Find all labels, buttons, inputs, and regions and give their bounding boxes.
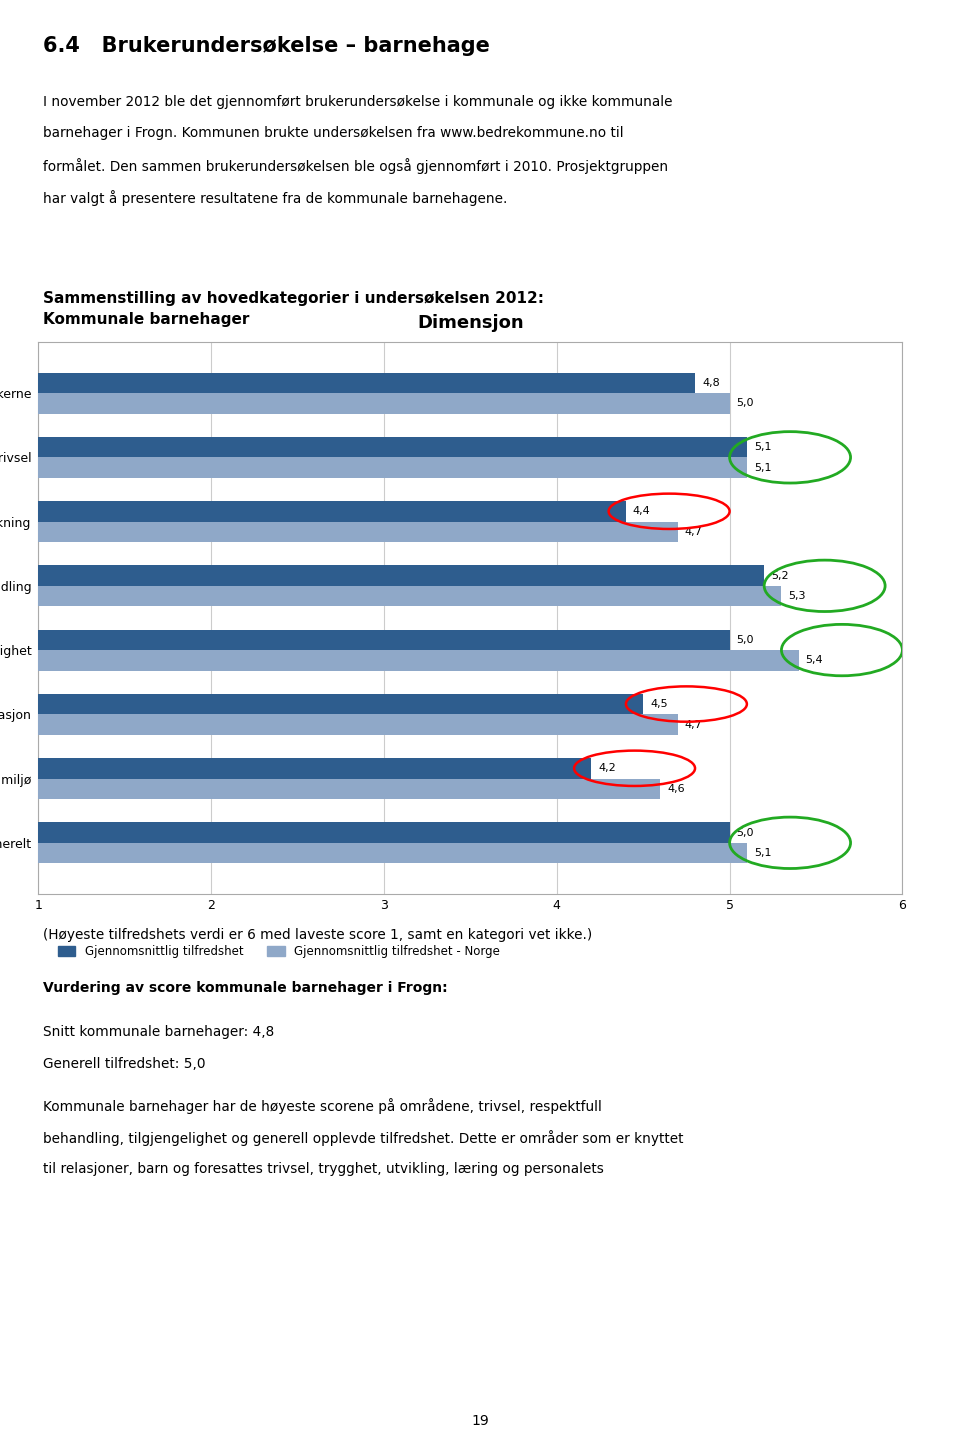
Bar <box>0 393 730 413</box>
Text: Vurdering av score kommunale barnehager i Frogn:: Vurdering av score kommunale barnehager … <box>43 981 447 996</box>
Bar <box>0 522 678 542</box>
Text: Generell tilfredshet: 5,0: Generell tilfredshet: 5,0 <box>43 1057 205 1072</box>
Text: 4,6: 4,6 <box>667 784 685 794</box>
Text: 4,5: 4,5 <box>650 699 668 710</box>
Text: 4,4: 4,4 <box>633 506 651 516</box>
Text: 19: 19 <box>471 1413 489 1428</box>
Text: formålet. Den sammen brukerundersøkelsen ble også gjennomført i 2010. Prosjektgr: formålet. Den sammen brukerundersøkelsen… <box>43 158 668 174</box>
Bar <box>0 458 747 478</box>
Bar <box>0 714 678 734</box>
Bar <box>0 650 799 670</box>
Bar <box>0 778 660 800</box>
Text: 5,0: 5,0 <box>736 635 754 644</box>
Text: 5,2: 5,2 <box>771 570 789 580</box>
Text: 5,1: 5,1 <box>754 848 771 858</box>
Title: Dimensjon: Dimensjon <box>417 314 524 332</box>
Bar <box>0 630 730 650</box>
Bar <box>0 502 626 522</box>
Text: 4,7: 4,7 <box>684 720 703 730</box>
Text: 5,0: 5,0 <box>736 827 754 838</box>
Text: (Høyeste tilfredshets verdi er 6 med laveste score 1, samt en kategori vet ikke.: (Høyeste tilfredshets verdi er 6 med lav… <box>43 928 592 942</box>
Bar <box>0 823 730 843</box>
Bar <box>0 436 747 458</box>
Text: 5,3: 5,3 <box>788 592 805 601</box>
Text: 4,2: 4,2 <box>598 763 616 774</box>
Text: har valgt å presentere resultatene fra de kommunale barnehagene.: har valgt å presentere resultatene fra d… <box>43 190 508 206</box>
Text: behandling, tilgjengelighet og generell opplevde tilfredshet. Dette er områder s: behandling, tilgjengelighet og generell … <box>43 1130 684 1146</box>
Text: 4,8: 4,8 <box>702 378 720 388</box>
Text: 5,4: 5,4 <box>805 656 824 666</box>
Text: I november 2012 ble det gjennomført brukerundersøkelse i kommunale og ikke kommu: I november 2012 ble det gjennomført bruk… <box>43 95 673 109</box>
Text: Kommunale barnehager har de høyeste scorene på områdene, trivsel, respektfull: Kommunale barnehager har de høyeste scor… <box>43 1098 602 1114</box>
Text: 5,1: 5,1 <box>754 462 771 473</box>
Text: til relasjoner, barn og foresattes trivsel, trygghet, utvikling, læring og perso: til relasjoner, barn og foresattes trivs… <box>43 1162 604 1176</box>
Bar <box>0 566 764 586</box>
Text: Sammenstilling av hovedkategorier i undersøkelsen 2012:
Kommunale barnehager: Sammenstilling av hovedkategorier i unde… <box>43 291 544 327</box>
Text: 6.4   Brukerundersøkelse – barnehage: 6.4 Brukerundersøkelse – barnehage <box>43 36 490 57</box>
Legend: Gjennomsnittlig tilfredshet, Gjennomsnittlig tilfredshet - Norge: Gjennomsnittlig tilfredshet, Gjennomsnit… <box>53 941 505 963</box>
Bar <box>0 586 781 606</box>
Bar <box>0 758 591 778</box>
Text: 5,1: 5,1 <box>754 442 771 452</box>
Bar <box>0 694 643 714</box>
Text: Snitt kommunale barnehager: 4,8: Snitt kommunale barnehager: 4,8 <box>43 1025 275 1040</box>
Text: 5,0: 5,0 <box>736 398 754 409</box>
Bar <box>0 843 747 864</box>
Bar <box>0 372 695 393</box>
Text: barnehager i Frogn. Kommunen brukte undersøkelsen fra www.bedrekommune.no til: barnehager i Frogn. Kommunen brukte unde… <box>43 126 624 141</box>
Text: 4,7: 4,7 <box>684 526 703 537</box>
